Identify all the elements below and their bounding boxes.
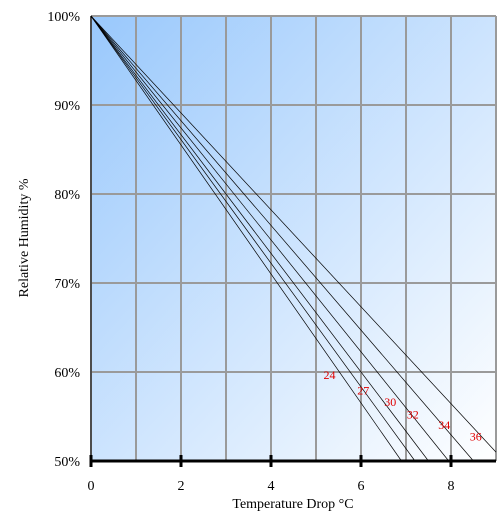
series-label-27: 27 — [357, 383, 369, 397]
series-label-30: 30 — [384, 395, 396, 409]
plot-background — [91, 16, 496, 461]
series-label-24: 24 — [324, 368, 336, 382]
x-tick-label: 8 — [448, 479, 455, 494]
series-line-36 — [90, 15, 497, 453]
y-tick-label: 100% — [47, 10, 80, 25]
x-tick-label: 6 — [358, 479, 365, 494]
series-label-34: 34 — [438, 418, 450, 432]
y-tick-label: 70% — [54, 277, 80, 292]
y-tick-label: 80% — [54, 188, 80, 203]
series-lines — [90, 15, 497, 462]
x-tick-label: 2 — [178, 479, 185, 494]
series-label-36: 36 — [470, 430, 482, 444]
x-tick-label: 0 — [88, 479, 95, 494]
series-line-34 — [90, 15, 474, 462]
series-line-32 — [90, 15, 450, 462]
y-tick-label: 50% — [54, 455, 80, 470]
x-tick-label: 4 — [268, 479, 275, 494]
series-label-32: 32 — [407, 407, 419, 421]
axes — [89, 16, 496, 467]
series-line-24 — [90, 15, 402, 462]
series-line-30 — [90, 15, 429, 462]
y-tick-label: 90% — [54, 99, 80, 114]
series-labels: 24 27 30 32 34 36 — [324, 368, 482, 443]
tick-labels: 0 2 4 6 850%60%70%80%90%100% — [47, 10, 454, 494]
y-axis-title: Relative Humidity % — [17, 178, 32, 297]
y-tick-label: 60% — [54, 366, 80, 381]
x-axis-title: Temperature Drop °C — [232, 497, 353, 512]
series-line-27 — [90, 15, 416, 462]
